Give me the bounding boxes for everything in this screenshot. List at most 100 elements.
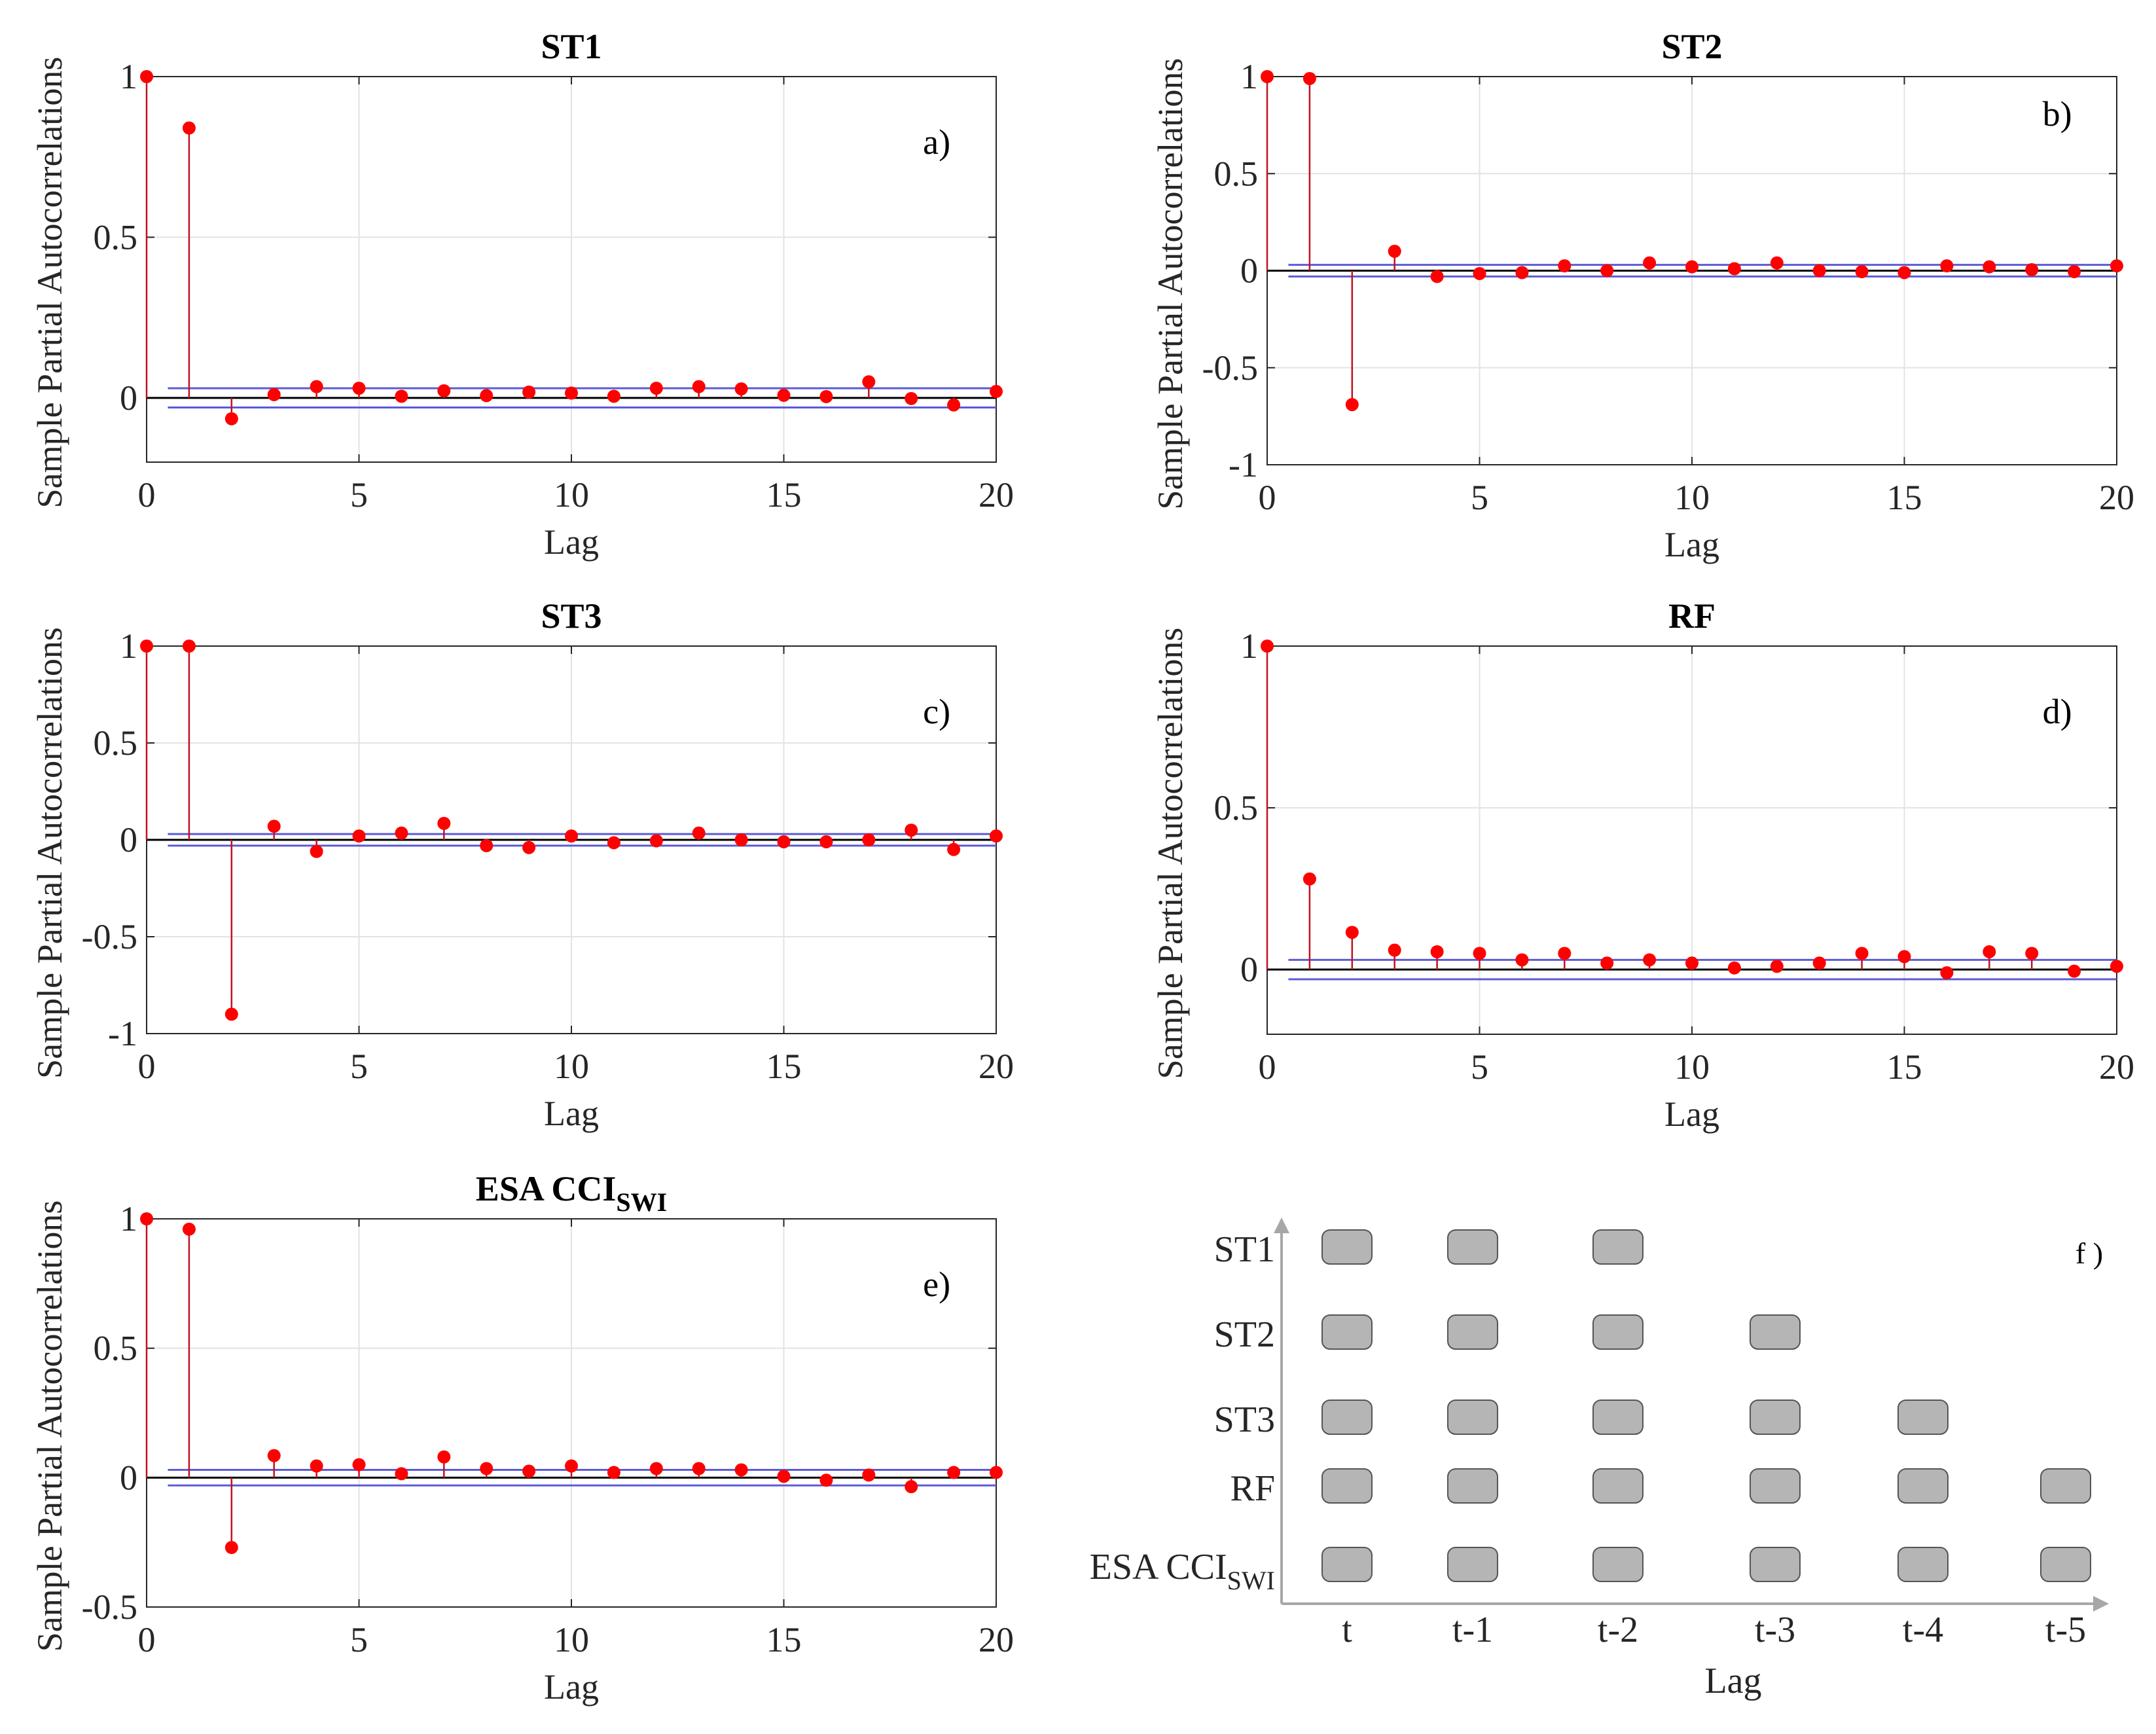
- lag-box: [1321, 1468, 1373, 1504]
- lag-box: [1321, 1547, 1373, 1582]
- pacf-marker: [437, 1450, 451, 1464]
- pacf-marker: [1303, 872, 1316, 886]
- pacf-marker: [1515, 266, 1529, 280]
- panel-title-text: RF: [1668, 596, 1716, 636]
- pacf-marker: [225, 412, 238, 425]
- pacf-marker: [1897, 266, 1911, 280]
- pacf-marker: [1473, 266, 1486, 280]
- y-axis-label: Sample Partial Autocorrelations: [30, 1201, 69, 1652]
- y-tick-label: 0.5: [94, 723, 138, 763]
- lag-box: [1897, 1468, 1949, 1504]
- matrix-row-label: RF: [1231, 1468, 1276, 1509]
- pacf-marker: [140, 1212, 153, 1225]
- lag-box: [1447, 1229, 1498, 1265]
- matrix-row-label: ST2: [1214, 1314, 1275, 1355]
- y-axis-label: Sample Partial Autocorrelations: [30, 627, 69, 1079]
- pacf-marker: [607, 836, 620, 850]
- pacf-marker: [1855, 264, 1869, 278]
- pacf-marker: [522, 840, 536, 854]
- x-tick-label: 0: [138, 1047, 156, 1086]
- lag-box: [1750, 1400, 1801, 1435]
- pacf-marker: [2068, 264, 2081, 278]
- pacf-marker: [1812, 956, 1826, 970]
- x-tick-label: 15: [766, 1047, 802, 1086]
- pacf-marker: [1685, 956, 1698, 970]
- x-tick-label: 15: [766, 475, 802, 515]
- x-tick-label: 0: [138, 475, 156, 515]
- pacf-marker: [1897, 950, 1911, 964]
- pacf-marker: [1473, 947, 1486, 960]
- x-tick-label: 15: [766, 1620, 802, 1659]
- pacf-marker: [1558, 259, 1572, 273]
- panel-label: c): [923, 692, 950, 731]
- panel-title-text: ST2: [1661, 27, 1722, 66]
- pacf-marker: [819, 389, 833, 403]
- pacf-marker: [225, 1007, 238, 1021]
- panel-label: f ): [2075, 1237, 2103, 1270]
- pacf-marker: [1261, 70, 1274, 83]
- y-tick-label: 1: [120, 626, 137, 666]
- x-tick-label: 10: [554, 1620, 589, 1659]
- panel-title-text: ESA CCI: [476, 1169, 617, 1208]
- pacf-marker: [267, 1449, 281, 1462]
- pacf-panel-3: 0 5 10 15 20 -1 -0.5 0 0.5 1 ST3 c) Lag Sample Partia…: [30, 596, 1014, 1133]
- pacf-marker: [947, 842, 961, 856]
- pacf-marker: [182, 640, 196, 653]
- pacf-marker: [947, 398, 961, 412]
- matrix-row-label-text: ST3: [1214, 1400, 1275, 1440]
- lag-box: [1750, 1547, 1801, 1582]
- pacf-panel-4: 0 5 10 15 20 0 0.5 1 RF d) Lag Sample Partial Autoc…: [1151, 596, 2134, 1134]
- pacf-marker: [734, 1463, 748, 1477]
- pacf-marker: [862, 1468, 876, 1482]
- y-axis-label: Sample Partial Autocorrelations: [1151, 628, 1190, 1079]
- panel-title: RF: [1668, 596, 1716, 636]
- pacf-marker: [1600, 956, 1614, 970]
- y-tick-label: -1: [1229, 445, 1258, 484]
- x-tick-label: 15: [1887, 1047, 1922, 1087]
- pacf-marker: [862, 375, 876, 389]
- x-tick-label: 20: [979, 1620, 1014, 1659]
- lag-box: [2040, 1468, 2091, 1504]
- matrix-row-label-text: ST2: [1214, 1314, 1275, 1355]
- matrix-row-label: ST3: [1214, 1400, 1275, 1440]
- lag-box: [1592, 1229, 1644, 1265]
- lag-box: [1750, 1468, 1801, 1504]
- x-axis-label: Lag: [1664, 1094, 1719, 1134]
- pacf-marker: [437, 816, 451, 830]
- pacf-marker: [1983, 260, 1996, 274]
- pacf-marker: [565, 386, 578, 400]
- panel-label: b): [2043, 94, 2072, 134]
- lag-box: [1321, 1400, 1373, 1435]
- panel-title-text: ST1: [541, 27, 602, 66]
- lag-column-label: t-3: [1755, 1610, 1795, 1650]
- x-axis-label: Lag: [544, 1094, 599, 1133]
- pacf-marker: [140, 640, 153, 653]
- pacf-marker: [182, 121, 196, 135]
- lag-column-label: t-2: [1598, 1610, 1638, 1650]
- pacf-marker: [1388, 244, 1401, 258]
- x-tick-label: 20: [979, 1047, 1014, 1086]
- pacf-marker: [395, 389, 408, 403]
- pacf-marker: [395, 826, 408, 840]
- pacf-marker: [777, 1470, 791, 1483]
- pacf-marker: [310, 380, 323, 393]
- pacf-marker: [734, 833, 748, 846]
- pacf-marker: [1430, 945, 1444, 958]
- x-tick-label: 0: [138, 1620, 156, 1659]
- lag-box: [1447, 1314, 1498, 1350]
- x-tick-label: 10: [554, 475, 589, 515]
- pacf-marker: [1388, 943, 1401, 957]
- pacf-marker: [905, 391, 918, 405]
- pacf-marker: [565, 1459, 578, 1473]
- y-tick-label: 0: [120, 820, 137, 859]
- pacf-marker: [225, 1541, 238, 1555]
- pacf-marker: [1345, 398, 1359, 412]
- matrix-x-axis-label: Lag: [1704, 1661, 1761, 1701]
- pacf-marker: [947, 1466, 961, 1479]
- lag-box: [1592, 1400, 1644, 1435]
- x-tick-label: 5: [350, 475, 368, 515]
- pacf-marker: [437, 384, 451, 398]
- lag-box: [1897, 1400, 1949, 1435]
- pacf-marker: [1855, 947, 1869, 960]
- y-tick-label: 0: [120, 378, 137, 418]
